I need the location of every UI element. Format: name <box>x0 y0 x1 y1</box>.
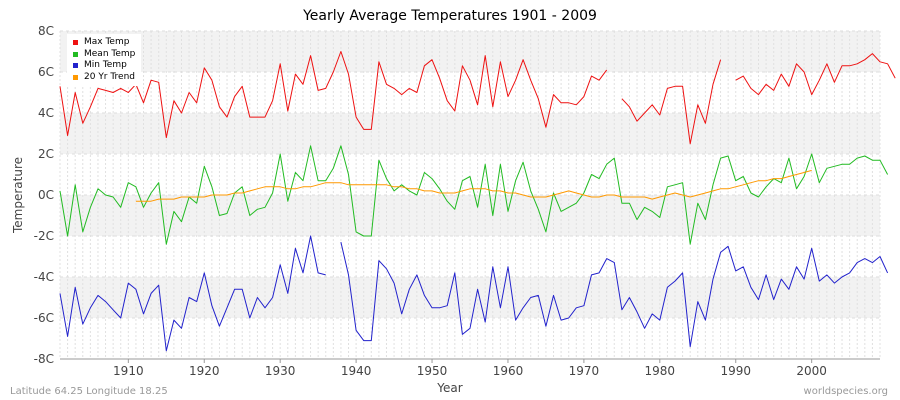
legend-item-max: Max Temp <box>73 37 135 49</box>
x-axis-label: Year <box>437 381 463 395</box>
legend-item-trend: 20 Yr Trend <box>73 72 135 84</box>
legend-label-trend: 20 Yr Trend <box>84 71 136 82</box>
legend-label-max: Max Temp <box>84 37 130 47</box>
x-tick-label: 1960 <box>493 364 524 378</box>
y-tick-label: 2C <box>38 147 54 161</box>
y-tick-label: -4C <box>34 270 54 284</box>
legend: Max Temp Mean Temp Min Temp 20 Yr Trend <box>67 34 142 86</box>
x-tick-label: 1920 <box>189 364 220 378</box>
x-tick-label: 2000 <box>796 364 827 378</box>
x-tick-label: 1930 <box>265 364 296 378</box>
y-axis-label: Temperature <box>11 156 25 234</box>
legend-item-mean: Mean Temp <box>73 49 135 61</box>
y-tick-label: 0C <box>38 188 54 202</box>
series-line-min-temp <box>59 235 889 352</box>
series-line-max-temp <box>59 51 896 145</box>
x-tick-label: 1910 <box>113 364 144 378</box>
x-tick-label: 1940 <box>341 364 372 378</box>
legend-swatch-min <box>73 63 78 69</box>
legend-swatch-trend <box>73 74 78 80</box>
y-tick-label: 6C <box>38 65 54 79</box>
series-line-20-yr-trend <box>135 169 812 202</box>
x-tick-label: 1970 <box>569 364 600 378</box>
x-tick-label: 1990 <box>720 364 751 378</box>
x-tick-label: 1950 <box>417 364 448 378</box>
y-tick-label: -6C <box>34 311 54 325</box>
legend-item-min: Min Temp <box>73 60 135 72</box>
x-tick-label: 1980 <box>645 364 676 378</box>
legend-label-min: Min Temp <box>84 60 127 70</box>
legend-swatch-max <box>73 40 78 46</box>
chart-title: Yearly Average Temperatures 1901 - 2009 <box>303 8 597 24</box>
y-tick-label: 8C <box>38 24 54 38</box>
y-tick-label: 4C <box>38 106 54 120</box>
footer-location: Latitude 64.25 Longitude 18.25 <box>10 386 168 397</box>
y-tick-label: -2C <box>34 229 54 243</box>
legend-swatch-mean <box>73 51 78 57</box>
y-tick-label: -8C <box>34 352 54 366</box>
footer-source: worldspecies.org <box>803 386 888 397</box>
legend-label-mean: Mean Temp <box>84 48 136 59</box>
